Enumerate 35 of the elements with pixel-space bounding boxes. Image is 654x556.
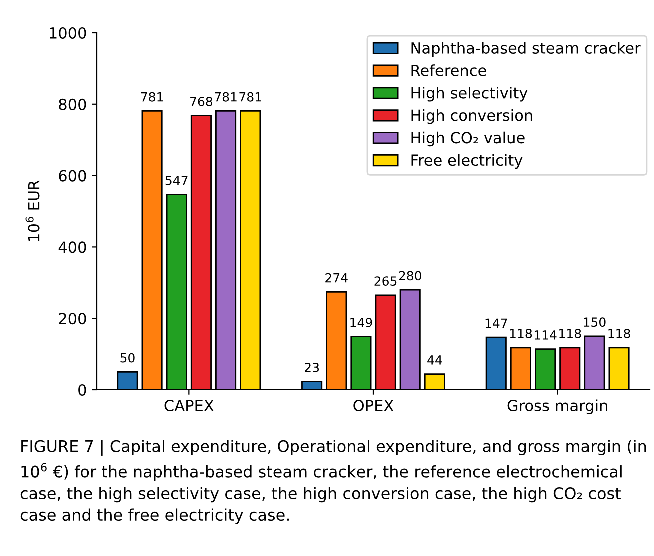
x-tick-label: CAPEX xyxy=(164,400,214,412)
data-label: 118 xyxy=(510,329,532,339)
data-label: 781 xyxy=(215,92,237,102)
x-tick-label: OPEX xyxy=(354,400,394,412)
legend-label: High conversion xyxy=(412,109,532,124)
y-tick-label: 600 xyxy=(59,170,86,182)
data-label: 118 xyxy=(560,329,582,339)
data-label: 280 xyxy=(399,271,422,281)
data-label: 150 xyxy=(584,318,606,328)
data-label: 114 xyxy=(534,330,557,340)
data-label: 50 xyxy=(120,353,135,363)
data-label: 547 xyxy=(166,176,188,186)
caption: FIGURE 7 | Capital expenditure, Operational expenditure, and gross margin (in 10$^{6}$ €) for the naphtha-based steam cracker, the reference electrochemical case, the high selectivity case, the high conversion case, the high CO₂ cost case and the free electricity case. xyxy=(20,440,646,524)
y-axis-title: 10$^{6}$ EUR xyxy=(26,180,40,242)
data-label: 781 xyxy=(240,92,262,102)
data-label: 23 xyxy=(305,362,320,372)
data-label: 44 xyxy=(428,356,442,365)
data-label: 149 xyxy=(350,318,372,328)
legend-label: High selectivity xyxy=(412,87,528,102)
legend-label: Free electricity xyxy=(412,154,523,170)
data-label: 781 xyxy=(141,92,164,102)
y-tick-label: 200 xyxy=(59,313,86,325)
legend-label: Naphtha-based steam cracker xyxy=(412,42,641,57)
data-label: 768 xyxy=(190,97,213,106)
y-tick-label: 400 xyxy=(58,242,86,254)
data-label: 274 xyxy=(326,273,348,283)
y-tick-label: 800 xyxy=(59,98,86,110)
legend-label: Reference xyxy=(412,64,486,76)
legend-label: High CO₂ value xyxy=(412,132,525,147)
y-tick-label: 0 xyxy=(78,384,86,396)
data-label: 265 xyxy=(374,276,397,286)
x-tick-label: Gross margin xyxy=(508,400,608,415)
data-label: 118 xyxy=(608,329,630,339)
data-label: 147 xyxy=(486,318,508,328)
y-tick-label: 1000 xyxy=(50,27,86,40)
